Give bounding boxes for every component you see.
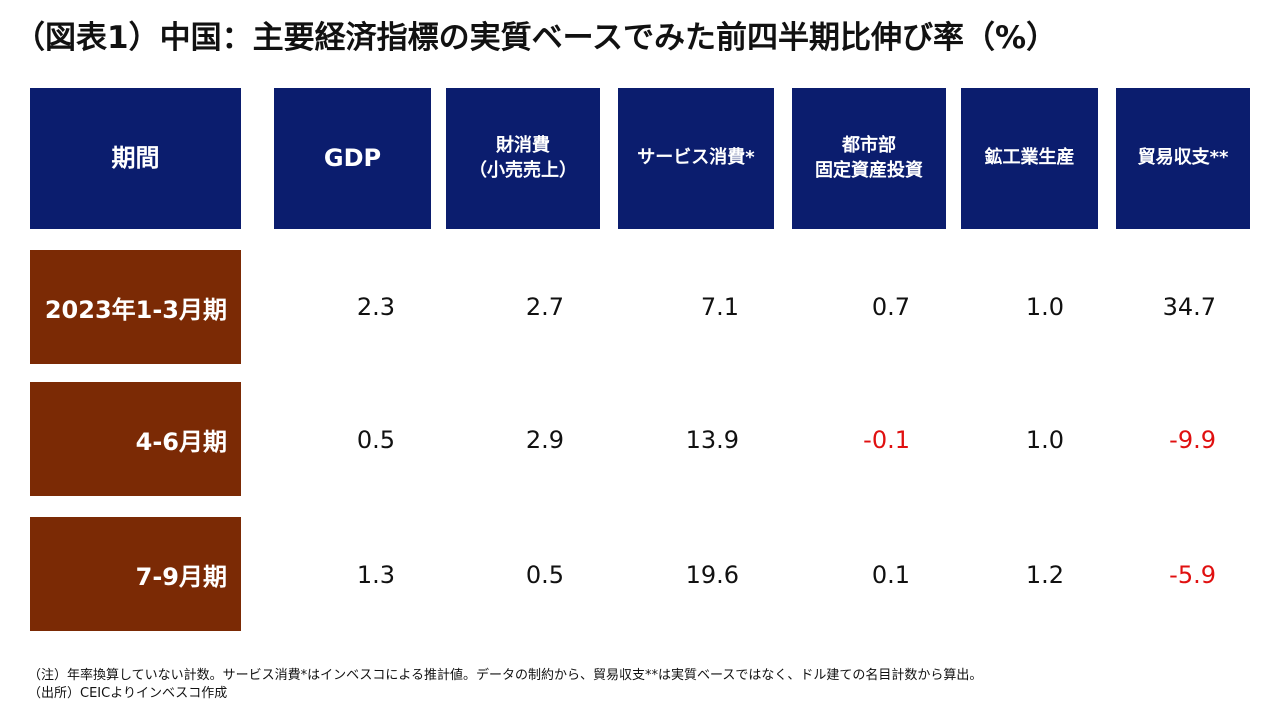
footnotes: （注）年率換算していない計数。サービス消費*はインベスコによる推計値。データの制… [28, 667, 982, 703]
cell-q3-gdp: 1.3 [356, 561, 395, 589]
row-label-q2: 4-6月期 [30, 382, 241, 496]
header-industrial-label: 鉱工業生産 [984, 147, 1075, 169]
header-gdp-label: GDP [323, 144, 382, 173]
cell-q3-retail: 0.5 [525, 561, 564, 589]
header-gdp: GDP [274, 88, 431, 229]
cell-q1-fai: 0.7 [871, 293, 910, 321]
header-fai-label: 都市部 固定資産投資 [815, 135, 923, 181]
header-period-label: 期間 [111, 144, 160, 173]
cell-q1-retail: 2.7 [525, 293, 564, 321]
cell-q2-trade: -9.9 [1169, 426, 1216, 454]
row-label-q3: 7-9月期 [30, 517, 241, 631]
cell-q3-services: 19.6 [685, 561, 739, 589]
cell-q2-services: 13.9 [685, 426, 739, 454]
cell-q2-gdp: 0.5 [356, 426, 395, 454]
cell-q3-industrial: 1.2 [1025, 561, 1064, 589]
footnote-note: （注）年率換算していない計数。サービス消費*はインベスコによる推計値。データの制… [28, 668, 983, 683]
header-services-label: サービス消費* [637, 147, 755, 169]
header-industrial: 鉱工業生産 [961, 88, 1098, 229]
cell-q2-industrial: 1.0 [1025, 426, 1064, 454]
cell-q3-trade: -5.9 [1169, 561, 1216, 589]
footnote-source: （出所）CEICよりインベスコ作成 [28, 686, 228, 701]
cell-q1-industrial: 1.0 [1025, 293, 1064, 321]
cell-q2-fai: -0.1 [863, 426, 910, 454]
cell-q1-trade: 34.7 [1162, 293, 1216, 321]
cell-q1-services: 7.1 [700, 293, 739, 321]
header-trade: 貿易収支** [1116, 88, 1250, 229]
header-period: 期間 [30, 88, 241, 229]
page-title: （図表1）中国：主要経済指標の実質ベースでみた前四半期比伸び率（%） [14, 20, 1058, 56]
header-trade-label: 貿易収支** [1137, 147, 1229, 169]
cell-q1-gdp: 2.3 [356, 293, 395, 321]
header-fai: 都市部 固定資産投資 [792, 88, 946, 229]
cell-q2-retail: 2.9 [525, 426, 564, 454]
row-label-q1: 2023年1-3月期 [30, 250, 241, 364]
header-services: サービス消費* [618, 88, 774, 229]
header-retail-label: 財消費 （小売売上） [469, 135, 577, 181]
cell-q3-fai: 0.1 [871, 561, 910, 589]
header-retail: 財消費 （小売売上） [446, 88, 600, 229]
